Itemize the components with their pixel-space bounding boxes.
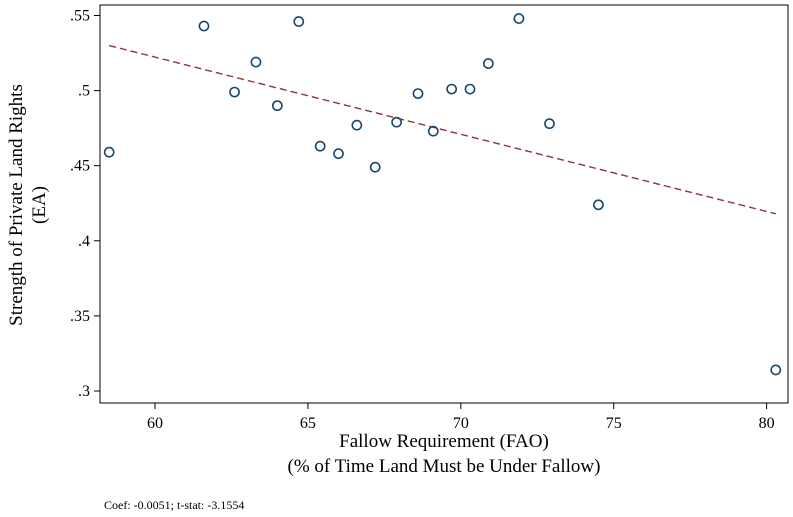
data-point <box>271 100 283 112</box>
data-point <box>103 146 115 158</box>
data-points <box>103 13 782 376</box>
x-tick-label: 75 <box>606 415 622 432</box>
x-tick-label: 70 <box>453 415 469 432</box>
y-axis-title-line-2: (EA) <box>29 186 50 224</box>
data-point <box>391 116 403 128</box>
data-point <box>314 140 326 152</box>
data-point <box>351 119 363 131</box>
y-axis: .3 .35 .4 .45 .5 .55 <box>70 8 100 400</box>
data-point <box>446 83 458 95</box>
data-point <box>198 20 210 32</box>
x-axis-title-line-2: (% of Time Land Must be Under Fallow) <box>288 456 601 477</box>
y-tick-label: .4 <box>78 233 90 250</box>
y-tick-label: .5 <box>78 83 90 100</box>
x-tick-label: 80 <box>759 415 775 432</box>
data-point <box>369 161 381 173</box>
data-point <box>482 58 494 69</box>
y-tick-label: .35 <box>70 308 90 325</box>
data-point <box>464 83 476 95</box>
data-point <box>593 199 604 211</box>
x-axis-title-line-1: Fallow Requirement (FAO) <box>339 431 549 452</box>
data-point <box>513 13 525 24</box>
data-point <box>544 118 555 130</box>
plot-frame <box>99 4 789 404</box>
data-point <box>427 125 439 137</box>
x-axis: 60 65 70 75 80 <box>147 403 775 432</box>
y-tick-label: .45 <box>70 158 90 175</box>
x-tick-label: 65 <box>300 415 316 432</box>
data-point <box>770 364 782 376</box>
regression-note: Coef: -0.0051; t-stat: -3.1554 <box>104 498 244 512</box>
data-point <box>293 16 305 27</box>
data-point <box>250 56 262 68</box>
data-point <box>333 148 344 160</box>
y-axis-title-line-1: Strength of Private Land Rights <box>6 84 27 326</box>
y-tick-label: .55 <box>70 8 90 25</box>
data-point <box>412 88 424 100</box>
x-tick-label: 60 <box>147 415 163 432</box>
y-tick-label: .3 <box>78 383 90 400</box>
fitted-trend-line <box>109 44 776 215</box>
data-point <box>229 86 240 98</box>
